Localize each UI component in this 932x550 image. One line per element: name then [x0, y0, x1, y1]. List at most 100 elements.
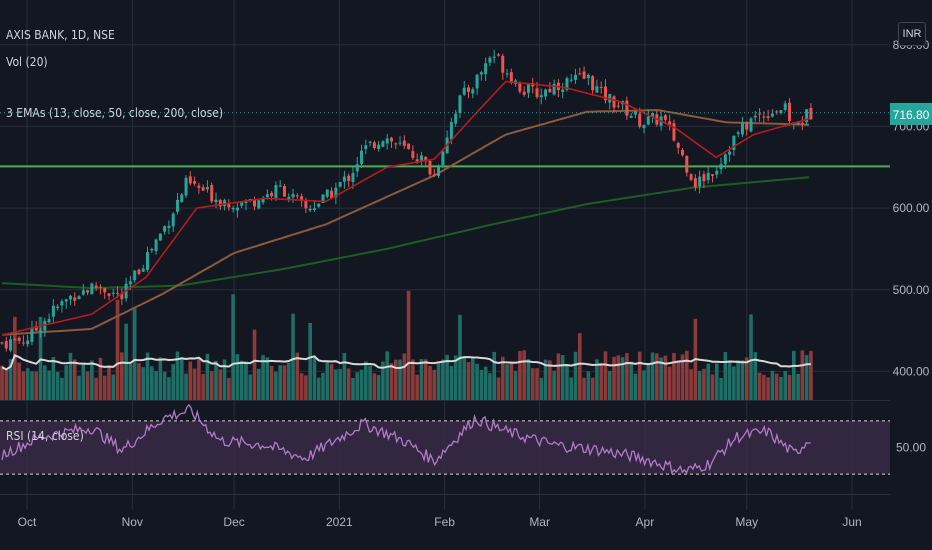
- volume-legend[interactable]: Vol (20): [6, 55, 48, 69]
- volume-bar: [231, 294, 235, 400]
- candle-body: [651, 113, 655, 117]
- candle-body: [103, 288, 107, 293]
- time-tick-label: Apr: [636, 515, 655, 529]
- candle-body: [137, 269, 141, 274]
- candle-body: [419, 155, 423, 162]
- volume-bar: [740, 360, 745, 400]
- candle-body: [381, 141, 385, 147]
- volume-bar: [809, 350, 813, 400]
- candle-body: [81, 290, 85, 295]
- volume-bar: [727, 360, 732, 400]
- volume-bar: [286, 362, 291, 400]
- candle-body: [492, 56, 496, 58]
- candle-body: [180, 194, 184, 202]
- candle-body: [544, 89, 548, 97]
- volume-bar: [316, 377, 321, 400]
- volume-bar: [252, 329, 257, 400]
- volume-bar: [702, 368, 706, 400]
- candle-body: [710, 174, 714, 176]
- volume-bar: [783, 371, 788, 400]
- candle-body: [34, 325, 38, 331]
- candle-body: [629, 116, 633, 118]
- candle-body: [158, 233, 162, 241]
- candle-body: [308, 208, 312, 211]
- volume-bar: [98, 357, 103, 400]
- symbol-legend[interactable]: AXIS BANK, 1D, NSE: [6, 28, 115, 42]
- volume-bar: [304, 375, 308, 400]
- volume-bar: [449, 365, 454, 400]
- volume-bar: [445, 354, 449, 400]
- candle-body: [287, 196, 291, 199]
- volume-bar: [406, 290, 411, 400]
- volume-bar: [355, 372, 360, 400]
- candle-body: [505, 73, 509, 75]
- time-tick-label: Feb: [434, 515, 455, 529]
- price-tick-label: 400.00: [893, 364, 930, 378]
- currency-button[interactable]: INR: [898, 22, 926, 46]
- volume-bar: [796, 373, 800, 400]
- candle-body: [39, 330, 43, 333]
- volume-bar: [94, 377, 98, 400]
- volume-bar: [188, 361, 193, 400]
- volume-bar: [269, 365, 274, 400]
- volume-bar: [483, 366, 488, 400]
- volume-bar: [415, 374, 419, 400]
- candle-body: [732, 135, 736, 151]
- volume-bar: [197, 357, 201, 400]
- time-axis[interactable]: Oct Nov Dec 2021 Feb Mar Apr May Jun: [18, 515, 862, 529]
- candle-body: [364, 145, 368, 150]
- volume-bar: [0, 365, 4, 400]
- candle-body: [522, 91, 526, 95]
- candle-body: [56, 306, 60, 309]
- candle-body: [338, 182, 342, 187]
- volume-bar: [672, 352, 676, 400]
- volume-bar: [291, 313, 295, 400]
- candle-body: [407, 143, 411, 150]
- volume-bar: [351, 377, 355, 400]
- candle-body: [167, 225, 171, 228]
- candle-body: [128, 281, 132, 285]
- volume-bar: [299, 373, 304, 400]
- candle-body: [642, 124, 646, 129]
- rsi-legend[interactable]: RSI (14, close): [6, 429, 84, 443]
- candle-body: [668, 121, 672, 125]
- volume-bar: [137, 363, 141, 400]
- candle-body: [300, 196, 304, 201]
- volume-bar: [492, 351, 496, 400]
- candle-body: [685, 156, 689, 173]
- volume-bar: [479, 369, 484, 400]
- volume-bar: [393, 359, 398, 400]
- volume-bar: [719, 377, 723, 400]
- candle-body: [227, 202, 231, 208]
- candle-body: [120, 293, 124, 300]
- volume-bar: [779, 376, 783, 400]
- candle-body: [351, 172, 355, 182]
- volume-bar: [436, 361, 441, 400]
- volume-bar: [128, 363, 133, 400]
- volume-bar: [389, 363, 394, 400]
- volume-bar: [115, 299, 120, 400]
- candle-body: [415, 159, 419, 163]
- volume-bar: [346, 368, 351, 400]
- candle-body: [441, 151, 445, 166]
- volume-bar: [227, 377, 231, 400]
- ema-legend[interactable]: 3 EMAs (13, close, 50, close, 200, close…: [6, 106, 224, 120]
- candle-body: [638, 113, 642, 127]
- volume-bar: [655, 353, 659, 400]
- candle-body: [214, 199, 218, 203]
- time-tick-label: 2021: [326, 515, 353, 529]
- volume-bar: [214, 360, 218, 400]
- volume-bar: [150, 366, 154, 400]
- candle-body: [282, 186, 286, 197]
- candle-body: [672, 123, 676, 141]
- volume-bar: [239, 360, 244, 400]
- volume-bar: [663, 355, 668, 400]
- volume-bar: [505, 364, 509, 400]
- volume-bar: [466, 362, 471, 400]
- volume-bar: [556, 353, 561, 400]
- volume-bar: [312, 357, 317, 400]
- candle-body: [496, 54, 500, 56]
- candle-body: [201, 187, 205, 191]
